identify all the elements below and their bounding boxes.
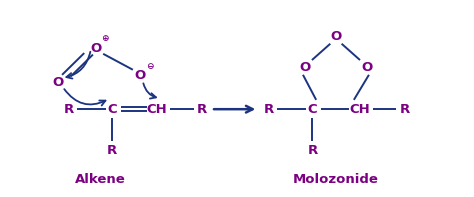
Text: O: O [90, 42, 101, 55]
Text: Alkene: Alkene [75, 173, 126, 186]
Text: ⊕: ⊕ [101, 34, 109, 43]
Text: CH: CH [349, 103, 370, 116]
Text: R: R [264, 103, 274, 116]
Text: R: R [400, 103, 410, 116]
Text: R: R [64, 103, 74, 116]
Text: R: R [107, 144, 117, 157]
Text: O: O [330, 30, 342, 43]
Text: C: C [308, 103, 317, 116]
Text: CH: CH [146, 103, 167, 116]
Text: Molozonide: Molozonide [293, 173, 379, 186]
Text: R: R [197, 103, 207, 116]
Text: ⊖: ⊖ [146, 62, 154, 71]
Text: O: O [361, 61, 372, 74]
Text: C: C [107, 103, 117, 116]
Text: O: O [135, 69, 146, 82]
Text: O: O [52, 76, 64, 89]
Text: R: R [307, 144, 318, 157]
Text: O: O [300, 61, 311, 74]
